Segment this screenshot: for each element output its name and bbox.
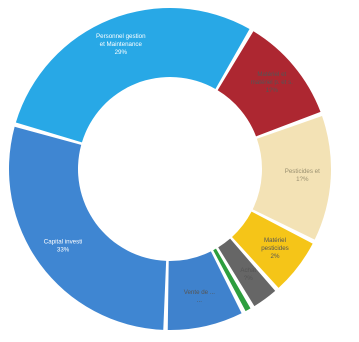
slice-label-3: Matériel pesticides 2%: [261, 237, 289, 260]
slice-label-2: Pesticides et 1?%: [285, 168, 320, 183]
donut-slice-4: [218, 238, 276, 307]
donut-slice-7: [9, 126, 167, 330]
slice-label-7: Capital investi 33%: [44, 238, 83, 253]
slice-label-0: Personnel gestion et Maintenance 29%: [96, 33, 146, 56]
donut-slice-0: [15, 8, 250, 143]
donut-slice-3: [232, 211, 313, 288]
donut-slice-1: [217, 31, 321, 137]
donut-slice-2: [252, 116, 331, 240]
donut-slice-5: [213, 248, 251, 312]
slice-label-4: Achat?%: [240, 267, 256, 282]
donut-slice-6: [167, 251, 242, 331]
slice-label-1: Matériel et matériel p. et s. 1?%: [251, 71, 294, 94]
slice-label-6: Vente de ......: [184, 289, 216, 304]
